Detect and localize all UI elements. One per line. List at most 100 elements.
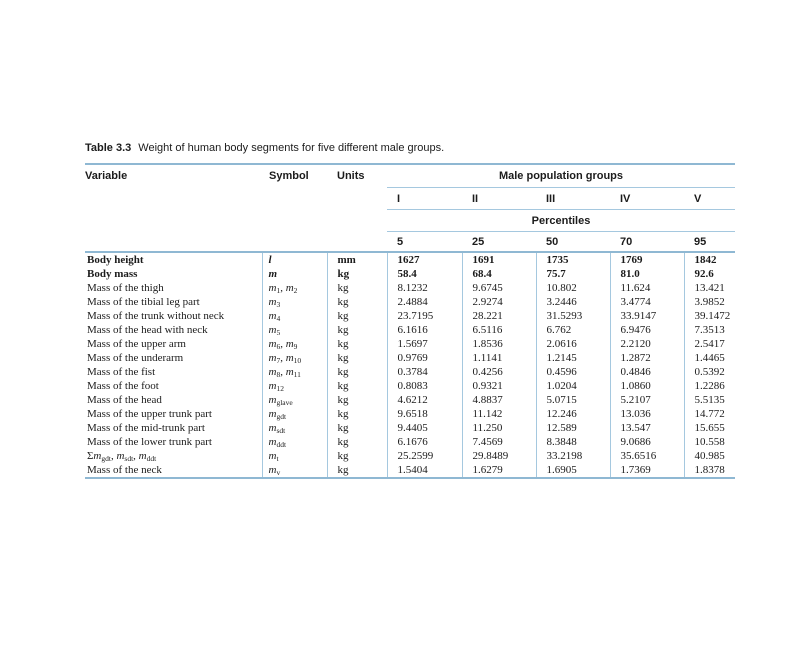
variable-cell: Σmgdt, msdt, mddt <box>87 449 157 463</box>
spacer-cell <box>85 188 262 210</box>
value-cell: 0.4256 <box>461 365 536 379</box>
value-cell: 1.8378 <box>683 463 735 478</box>
variable-cell: Mass of the lower trunk part <box>87 435 212 448</box>
value-cell: 5.2107 <box>609 393 684 407</box>
value-cell: 2.2120 <box>609 337 684 351</box>
value-cell: 13.036 <box>609 407 684 421</box>
percentile-25: 25 <box>462 231 536 253</box>
value-cell: 6.9476 <box>609 323 684 337</box>
units-cell: kg <box>326 281 387 295</box>
variable-cell: Mass of the fist <box>87 365 156 378</box>
value-cell: 12.246 <box>535 407 610 421</box>
value-cell: 23.7195 <box>386 309 462 323</box>
symbol-cell: msdt <box>261 421 327 435</box>
variable-cell: Mass of the mid-trunk part <box>87 421 205 434</box>
value-cell: 29.8489 <box>461 449 536 463</box>
group-col-3: III <box>536 187 610 210</box>
value-cell: 2.0616 <box>535 337 610 351</box>
table-row: Mass of the head with neck m5 kg 6.1616 6.51… <box>85 323 735 337</box>
value-cell: 5.5135 <box>683 393 735 407</box>
value-cell: 58.4 <box>386 267 462 281</box>
value-cell: 4.8837 <box>461 393 536 407</box>
value-cell: 6.1676 <box>386 435 462 449</box>
table-body: Body height l mm 1627 1691 1735 1769 1842 Body m… <box>85 252 735 478</box>
table-row: Body mass m kg 58.4 68.4 75.7 81.0 92.6 <box>85 267 735 281</box>
value-cell: 1.4465 <box>683 351 735 365</box>
units-cell: kg <box>326 295 387 309</box>
table-sheet: Table 3.3 Weight of human body segments f… <box>85 141 735 479</box>
value-cell: 0.5392 <box>683 365 735 379</box>
value-cell: 11.142 <box>461 407 536 421</box>
table-row: Mass of the neck mv kg 1.5404 1.6279 1.6905 1.… <box>85 463 735 478</box>
symbol-cell: l <box>261 252 327 267</box>
value-cell: 1627 <box>386 252 462 267</box>
group-col-2: II <box>462 187 536 210</box>
value-cell: 1769 <box>609 252 684 267</box>
value-cell: 33.9147 <box>609 309 684 323</box>
value-cell: 1.6279 <box>461 463 536 478</box>
value-cell: 75.7 <box>535 267 610 281</box>
value-cell: 33.2198 <box>535 449 610 463</box>
header-row-percentile-values: 5 25 50 70 95 <box>85 231 735 253</box>
value-cell: 14.772 <box>683 407 735 421</box>
percentile-95: 95 <box>684 231 735 253</box>
table-row: Mass of the tibial leg part m3 kg 2.4884 2.9… <box>85 295 735 309</box>
variable-cell: Mass of the upper trunk part <box>87 407 212 420</box>
value-cell: 0.9769 <box>386 351 462 365</box>
variable-cell: Body mass <box>87 267 138 280</box>
value-cell: 6.5116 <box>461 323 536 337</box>
value-cell: 0.9321 <box>461 379 536 393</box>
variable-cell: Mass of the head <box>87 393 162 406</box>
value-cell: 7.4569 <box>461 435 536 449</box>
symbol-cell: mddt <box>261 435 327 449</box>
col-header-variable: Variable <box>85 170 128 183</box>
variable-cell: Mass of the trunk without neck <box>87 309 225 322</box>
value-cell: 1.7369 <box>609 463 684 478</box>
header-row-percentiles-label: Percentiles <box>85 209 735 232</box>
value-cell: 92.6 <box>683 267 735 281</box>
value-cell: 0.8083 <box>386 379 462 393</box>
value-cell: 11.624 <box>609 281 684 295</box>
table-row: Mass of the fist m8, m11 kg 0.3784 0.4256 0.4… <box>85 365 735 379</box>
body-segments-table: Variable Symbol Units Male population gr… <box>85 165 735 479</box>
value-cell: 39.1472 <box>683 309 735 323</box>
symbol-cell: m8, m11 <box>261 365 327 379</box>
units-cell: kg <box>326 337 387 351</box>
value-cell: 7.3513 <box>683 323 735 337</box>
value-cell: 10.558 <box>683 435 735 449</box>
value-cell: 1842 <box>683 252 735 267</box>
table-header: Variable Symbol Units Male population gr… <box>85 165 735 253</box>
variable-cell: Mass of the tibial leg part <box>87 295 200 308</box>
variable-cell: Body height <box>87 253 144 266</box>
value-cell: 10.802 <box>535 281 610 295</box>
value-cell: 68.4 <box>461 267 536 281</box>
table-row: Mass of the head mglave kg 4.6212 4.8837 5.07… <box>85 393 735 407</box>
value-cell: 40.985 <box>683 449 735 463</box>
spacer-cell <box>85 231 262 253</box>
value-cell: 0.4596 <box>535 365 610 379</box>
value-cell: 1.0204 <box>535 379 610 393</box>
value-cell: 6.1616 <box>386 323 462 337</box>
value-cell: 28.221 <box>461 309 536 323</box>
value-cell: 15.655 <box>683 421 735 435</box>
value-cell: 2.5417 <box>683 337 735 351</box>
value-cell: 1691 <box>461 252 536 267</box>
value-cell: 11.250 <box>461 421 536 435</box>
table-row: Mass of the upper trunk part mgdt kg 9.6518… <box>85 407 735 421</box>
value-cell: 1735 <box>535 252 610 267</box>
units-cell: kg <box>326 351 387 365</box>
table-caption: Table 3.3 Weight of human body segments f… <box>85 141 735 165</box>
value-cell: 1.5404 <box>386 463 462 478</box>
value-cell: 81.0 <box>609 267 684 281</box>
variable-cell: Mass of the head with neck <box>87 323 208 336</box>
variable-cell: Mass of the upper arm <box>87 337 186 350</box>
spacer-cell <box>327 231 387 253</box>
value-cell: 1.2286 <box>683 379 735 393</box>
symbol-cell: m4 <box>261 309 327 323</box>
symbol-cell: mt <box>261 449 327 463</box>
value-cell: 1.2872 <box>609 351 684 365</box>
units-cell: kg <box>326 379 387 393</box>
units-cell: kg <box>326 421 387 435</box>
units-cell: kg <box>326 449 387 463</box>
value-cell: 9.6745 <box>461 281 536 295</box>
